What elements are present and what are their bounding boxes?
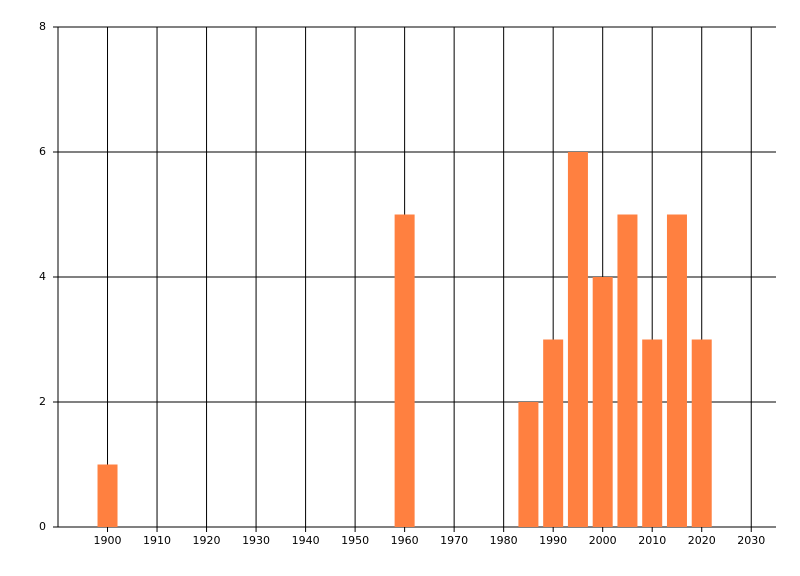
x-tick-label: 2000 [589, 534, 617, 547]
bar [518, 402, 539, 527]
x-tick-label: 2020 [688, 534, 716, 547]
bar [543, 339, 564, 527]
y-tick-label: 0 [39, 520, 46, 533]
x-tick-label: 1960 [391, 534, 419, 547]
bar [666, 214, 687, 527]
x-tick-label: 1910 [143, 534, 171, 547]
bar [592, 277, 613, 527]
x-tick-label: 1970 [440, 534, 468, 547]
y-tick-label: 4 [39, 270, 46, 283]
bar [97, 464, 118, 527]
bar [567, 152, 588, 527]
x-tick-label: 1990 [539, 534, 567, 547]
y-tick-label: 8 [39, 20, 46, 33]
x-tick-label: 2010 [638, 534, 666, 547]
y-tick-label: 6 [39, 145, 46, 158]
bar [617, 214, 638, 527]
x-tick-label: 1930 [242, 534, 270, 547]
x-tick-label: 1940 [292, 534, 320, 547]
x-tick-label: 2030 [737, 534, 765, 547]
bar [642, 339, 663, 527]
y-tick-label: 2 [39, 395, 46, 408]
x-tick-label: 1980 [490, 534, 518, 547]
x-tick-label: 1950 [341, 534, 369, 547]
bar [691, 339, 712, 527]
x-tick-label: 1900 [94, 534, 122, 547]
x-tick-label: 1920 [193, 534, 221, 547]
bar [394, 214, 415, 527]
